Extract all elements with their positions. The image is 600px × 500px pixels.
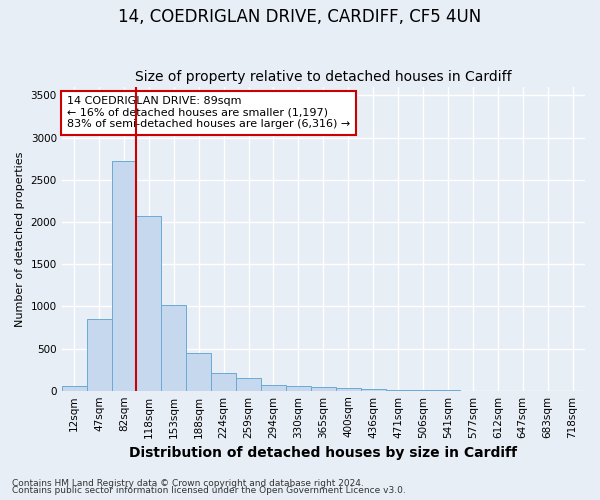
Text: 14 COEDRIGLAN DRIVE: 89sqm
← 16% of detached houses are smaller (1,197)
83% of s: 14 COEDRIGLAN DRIVE: 89sqm ← 16% of deta… <box>67 96 350 130</box>
Bar <box>336 388 361 390</box>
Text: Contains public sector information licensed under the Open Government Licence v3: Contains public sector information licen… <box>12 486 406 495</box>
Bar <box>286 386 311 390</box>
Bar <box>62 386 86 390</box>
Title: Size of property relative to detached houses in Cardiff: Size of property relative to detached ho… <box>135 70 512 85</box>
Bar <box>261 385 286 390</box>
Bar <box>236 378 261 390</box>
Bar <box>186 352 211 391</box>
Bar <box>361 389 386 390</box>
Bar <box>211 374 236 390</box>
Bar <box>136 216 161 390</box>
Bar <box>112 162 136 390</box>
Text: 14, COEDRIGLAN DRIVE, CARDIFF, CF5 4UN: 14, COEDRIGLAN DRIVE, CARDIFF, CF5 4UN <box>118 8 482 26</box>
Text: Contains HM Land Registry data © Crown copyright and database right 2024.: Contains HM Land Registry data © Crown c… <box>12 478 364 488</box>
Bar <box>86 319 112 390</box>
Y-axis label: Number of detached properties: Number of detached properties <box>15 151 25 326</box>
X-axis label: Distribution of detached houses by size in Cardiff: Distribution of detached houses by size … <box>130 446 517 460</box>
Bar <box>311 387 336 390</box>
Bar <box>161 306 186 390</box>
